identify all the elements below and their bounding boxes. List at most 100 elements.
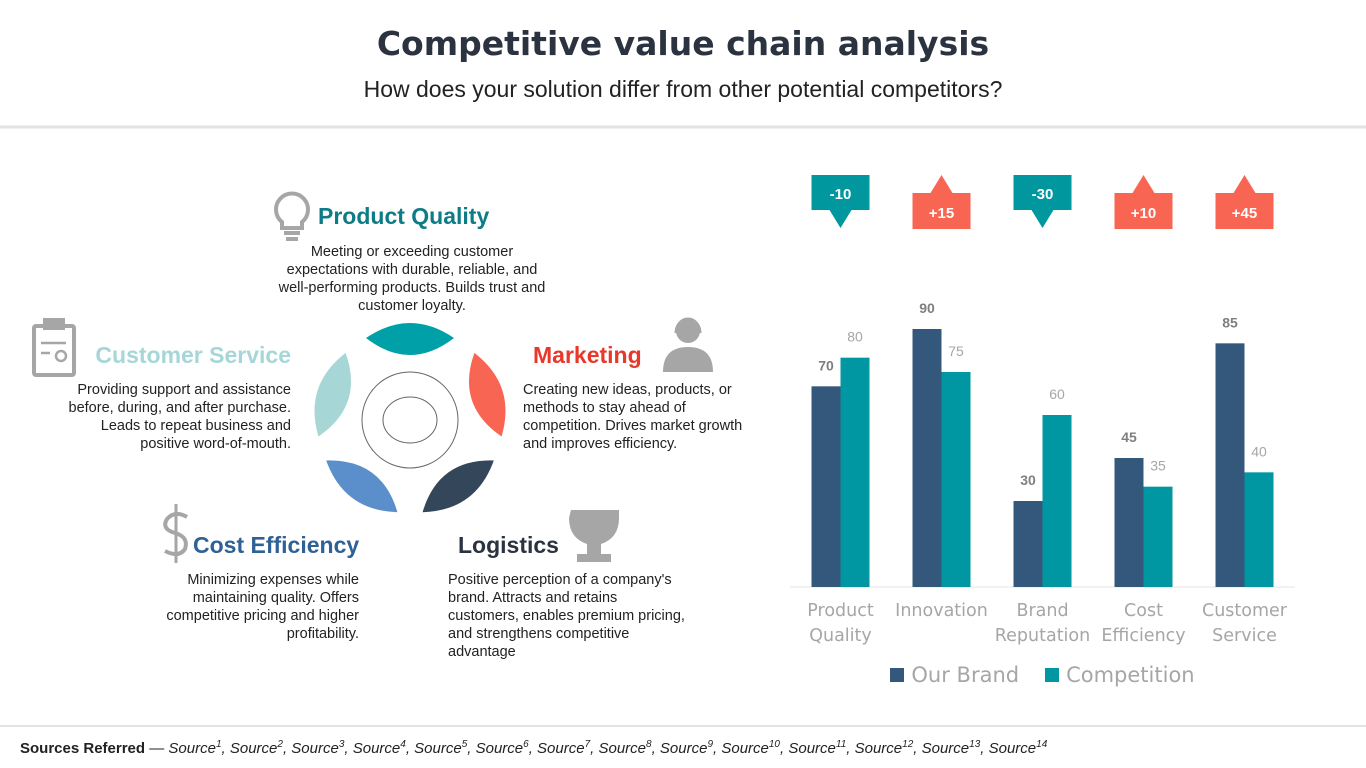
source-item: Source11, bbox=[788, 739, 851, 757]
source-text: Source bbox=[352, 740, 401, 757]
source-text: Source bbox=[921, 740, 970, 757]
x-tick-label: Innovation bbox=[895, 601, 988, 621]
source-delimiter: , bbox=[780, 740, 785, 757]
difference-badge bbox=[912, 175, 971, 229]
clipboard-badge bbox=[54, 349, 68, 363]
sources-label: Sources Referred bbox=[20, 740, 146, 757]
petals bbox=[314, 323, 506, 513]
source-item: Source7, bbox=[537, 739, 595, 757]
bar bbox=[1244, 472, 1274, 587]
bar bbox=[1013, 501, 1043, 587]
source-text: Source bbox=[229, 740, 278, 757]
segment-title: Marketing bbox=[533, 342, 642, 368]
source-item: Source10, bbox=[721, 739, 785, 757]
source-delimiter: , bbox=[405, 740, 410, 757]
source-sup: 2 bbox=[277, 739, 283, 750]
legend-label: Competition bbox=[1066, 663, 1195, 687]
source-text: Source bbox=[854, 740, 903, 757]
segment-description: Providing support and assistance before,… bbox=[68, 382, 291, 452]
x-tick-label: Product Quality bbox=[807, 601, 874, 646]
x-tick-label: Brand Reputation bbox=[994, 601, 1091, 646]
petal bbox=[314, 352, 352, 437]
source-sup: 3 bbox=[338, 739, 345, 750]
source-text: Source bbox=[721, 740, 769, 757]
source-item: Source1, bbox=[168, 739, 226, 757]
source-sup: 14 bbox=[1036, 739, 1048, 750]
bar bbox=[1215, 343, 1245, 587]
source-delimiter: , bbox=[467, 740, 472, 757]
source-text: Source bbox=[659, 740, 708, 757]
bar bbox=[1143, 486, 1173, 587]
source-text: Source bbox=[291, 740, 339, 757]
clipboard-icon bbox=[32, 324, 76, 377]
legend-swatch bbox=[1045, 668, 1060, 682]
difference-badge bbox=[1013, 175, 1072, 228]
source-sup: 13 bbox=[969, 739, 981, 750]
source-item: Source14 bbox=[989, 739, 1048, 757]
source-item: Source12, bbox=[854, 739, 918, 757]
value-label: 40 bbox=[1251, 443, 1267, 459]
petal bbox=[422, 460, 494, 513]
difference-label: -30 bbox=[1032, 186, 1054, 203]
source-item: Source4, bbox=[352, 739, 410, 757]
trophy-icon bbox=[569, 510, 619, 562]
source-delimiter: , bbox=[590, 740, 595, 757]
source-sup: 12 bbox=[902, 739, 914, 750]
bar bbox=[1042, 415, 1072, 587]
legend: Our Brand Competition bbox=[790, 663, 1295, 687]
bar bbox=[1114, 458, 1144, 587]
source-delimiter: , bbox=[344, 740, 349, 757]
source-delimiter: , bbox=[651, 740, 656, 757]
difference-label: +15 bbox=[929, 205, 954, 222]
legend-item: Our Brand bbox=[890, 663, 1019, 687]
segment-description: Creating new ideas, products, or methods… bbox=[523, 382, 743, 452]
source-delimiter: , bbox=[528, 740, 533, 757]
source-item: Source6, bbox=[476, 739, 533, 757]
icons-solid bbox=[569, 317, 713, 562]
person-head bbox=[676, 319, 700, 343]
value-label: 45 bbox=[1121, 429, 1137, 445]
source-delimiter: , bbox=[913, 740, 918, 757]
center-ellipse bbox=[382, 396, 438, 444]
source-text: Source bbox=[537, 740, 585, 757]
difference-badge bbox=[1215, 175, 1274, 229]
source-item: Source13, bbox=[921, 739, 985, 757]
x-tick-label: Cost Efficiency bbox=[1101, 601, 1186, 646]
sources-separator: — bbox=[149, 740, 165, 757]
source-sup: 9 bbox=[707, 739, 713, 750]
segment-title: Cost Efficiency bbox=[193, 532, 360, 558]
source-delimiter: , bbox=[846, 740, 851, 757]
source-delimiter: , bbox=[282, 740, 288, 757]
source-sup: 11 bbox=[835, 739, 847, 750]
source-item: Source3, bbox=[291, 739, 349, 757]
bulb-icon bbox=[274, 191, 310, 230]
bar bbox=[811, 386, 841, 587]
source-text: Source bbox=[414, 740, 462, 757]
source-delimiter: , bbox=[980, 740, 985, 757]
source-delimiter: , bbox=[221, 740, 226, 757]
person-body bbox=[663, 347, 713, 372]
petal bbox=[366, 323, 454, 355]
center-circle bbox=[361, 371, 459, 469]
legend-label: Our Brand bbox=[911, 663, 1020, 687]
value-label: 35 bbox=[1150, 458, 1166, 474]
source-item: Source5, bbox=[414, 739, 472, 757]
value-label: 70 bbox=[818, 357, 834, 373]
source-sup: 1 bbox=[215, 739, 222, 750]
source-sup: 6 bbox=[523, 739, 529, 750]
clipboard-clip bbox=[43, 318, 65, 330]
difference-label: +10 bbox=[1131, 205, 1156, 222]
value-label: 75 bbox=[948, 343, 964, 359]
value-label: 90 bbox=[919, 300, 935, 316]
source-item: Source8, bbox=[598, 739, 656, 757]
segment-title: Customer Service bbox=[95, 342, 291, 368]
source-sup: 4 bbox=[400, 739, 406, 750]
difference-label: +45 bbox=[1232, 205, 1257, 222]
x-tick-label: Customer Service bbox=[1201, 601, 1287, 646]
title: Competitive value chain analysis bbox=[376, 24, 990, 63]
difference-badge bbox=[811, 175, 870, 228]
segment-title: Product Quality bbox=[318, 203, 490, 229]
source-text: Source bbox=[788, 740, 836, 757]
